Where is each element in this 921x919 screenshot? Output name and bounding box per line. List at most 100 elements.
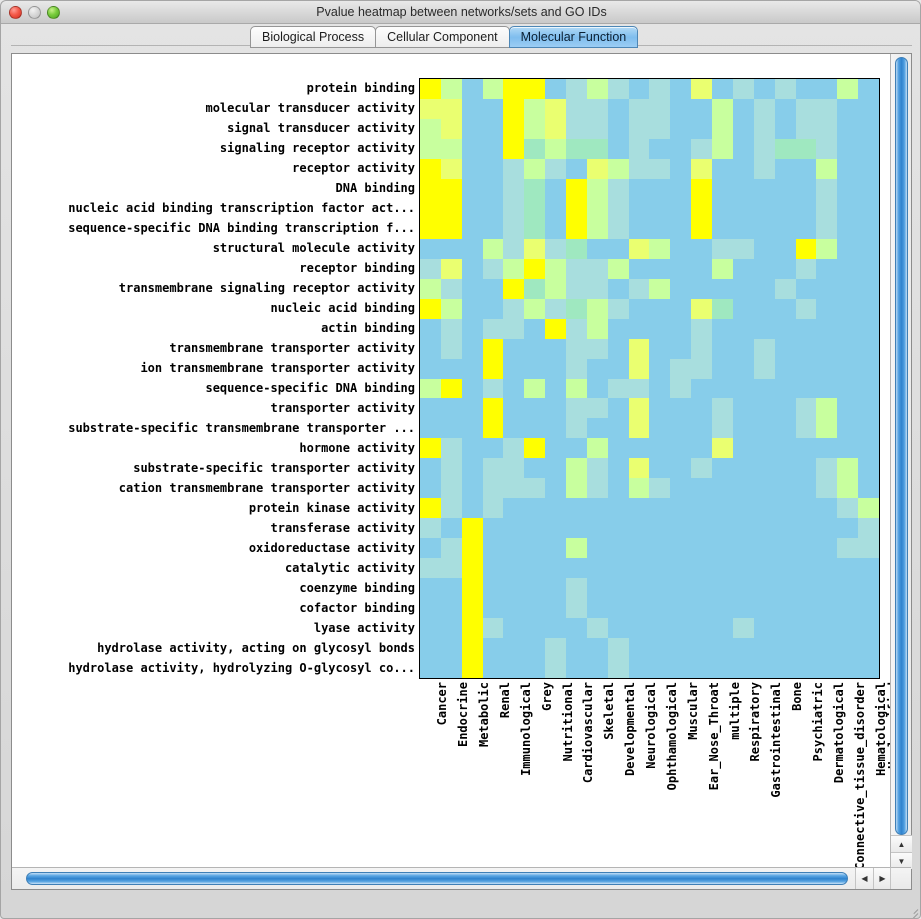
heatmap-cell[interactable]: [649, 138, 671, 159]
heatmap-cell[interactable]: [524, 258, 546, 279]
heatmap-cell[interactable]: [816, 458, 838, 479]
heatmap-cell[interactable]: [732, 338, 754, 359]
heatmap-cell[interactable]: [816, 538, 838, 559]
heatmap-cell[interactable]: [670, 538, 692, 559]
heatmap-cell[interactable]: [566, 438, 587, 459]
heatmap-cell[interactable]: [670, 338, 692, 359]
heatmap-cell[interactable]: [503, 478, 525, 499]
heatmap-cell[interactable]: [607, 598, 629, 619]
heatmap-cell[interactable]: [670, 118, 692, 139]
heatmap-cell[interactable]: [545, 238, 567, 259]
heatmap-cell[interactable]: [524, 178, 546, 199]
heatmap-cell[interactable]: [566, 598, 587, 619]
heatmap-cell[interactable]: [712, 638, 733, 659]
heatmap-cell[interactable]: [524, 298, 546, 319]
heatmap-cell[interactable]: [607, 338, 629, 359]
heatmap-cell[interactable]: [607, 538, 629, 559]
heatmap-cell[interactable]: [503, 198, 525, 219]
heatmap-cell[interactable]: [420, 218, 441, 239]
heatmap-cell[interactable]: [816, 618, 838, 639]
heatmap-cell[interactable]: [649, 578, 671, 599]
heatmap-cell[interactable]: [670, 438, 692, 459]
heatmap-cell[interactable]: [461, 118, 483, 139]
heatmap-cell[interactable]: [628, 138, 650, 159]
heatmap-cell[interactable]: [440, 638, 462, 659]
heatmap-cell[interactable]: [858, 458, 879, 479]
heatmap-cell[interactable]: [566, 178, 587, 199]
heatmap-cell[interactable]: [774, 618, 796, 639]
heatmap-cell[interactable]: [858, 298, 879, 319]
heatmap-cell[interactable]: [566, 118, 587, 139]
heatmap-cell[interactable]: [837, 158, 859, 179]
heatmap-cell[interactable]: [837, 638, 859, 659]
heatmap-cell[interactable]: [420, 278, 441, 299]
heatmap-cell[interactable]: [503, 658, 525, 678]
heatmap-cell[interactable]: [691, 318, 713, 339]
heatmap-cell[interactable]: [503, 298, 525, 319]
heatmap-cell[interactable]: [753, 598, 775, 619]
heatmap-cell[interactable]: [503, 98, 525, 119]
heatmap-cell[interactable]: [795, 238, 817, 259]
heatmap-cell[interactable]: [732, 79, 754, 99]
heatmap-cell[interactable]: [482, 398, 504, 419]
heatmap-cell[interactable]: [691, 658, 713, 678]
heatmap-cell[interactable]: [482, 438, 504, 459]
heatmap-cell[interactable]: [482, 138, 504, 159]
heatmap-cell[interactable]: [795, 478, 817, 499]
heatmap-cell[interactable]: [482, 538, 504, 559]
heatmap-cell[interactable]: [503, 418, 525, 439]
heatmap-cell[interactable]: [795, 438, 817, 459]
heatmap-cell[interactable]: [503, 238, 525, 259]
heatmap-cell[interactable]: [649, 558, 671, 579]
heatmap-cell[interactable]: [691, 518, 713, 539]
heatmap-cell[interactable]: [461, 318, 483, 339]
heatmap-cell[interactable]: [420, 338, 441, 359]
heatmap-cell[interactable]: [440, 578, 462, 599]
heatmap-cell[interactable]: [440, 618, 462, 639]
heatmap-cell[interactable]: [503, 118, 525, 139]
heatmap-cell[interactable]: [837, 278, 859, 299]
heatmap-cell[interactable]: [837, 418, 859, 439]
heatmap-cell[interactable]: [774, 498, 796, 519]
heatmap-cell[interactable]: [712, 498, 733, 519]
heatmap-cell[interactable]: [670, 418, 692, 439]
heatmap-cell[interactable]: [545, 638, 567, 659]
heatmap-cell[interactable]: [461, 79, 483, 99]
heatmap-cell[interactable]: [649, 498, 671, 519]
heatmap-cell[interactable]: [440, 358, 462, 379]
heatmap-cell[interactable]: [816, 79, 838, 99]
heatmap-cell[interactable]: [712, 658, 733, 678]
heatmap-cell[interactable]: [858, 478, 879, 499]
heatmap-cell[interactable]: [753, 238, 775, 259]
heatmap-cell[interactable]: [732, 178, 754, 199]
heatmap-cell[interactable]: [461, 578, 483, 599]
heatmap-cell[interactable]: [628, 618, 650, 639]
heatmap-cell[interactable]: [503, 258, 525, 279]
heatmap-cell[interactable]: [440, 98, 462, 119]
heatmap-cell[interactable]: [732, 98, 754, 119]
heatmap-cell[interactable]: [712, 198, 733, 219]
heatmap-cell[interactable]: [774, 298, 796, 319]
heatmap-cell[interactable]: [482, 298, 504, 319]
heatmap-cell[interactable]: [420, 598, 441, 619]
heatmap-cell[interactable]: [712, 458, 733, 479]
heatmap-cell[interactable]: [461, 358, 483, 379]
heatmap-cell[interactable]: [732, 318, 754, 339]
heatmap-cell[interactable]: [524, 338, 546, 359]
heatmap-cell[interactable]: [712, 98, 733, 119]
heatmap-cell[interactable]: [607, 458, 629, 479]
heatmap-cell[interactable]: [816, 438, 838, 459]
heatmap-cell[interactable]: [712, 298, 733, 319]
heatmap-cell[interactable]: [732, 578, 754, 599]
heatmap-cell[interactable]: [545, 158, 567, 179]
heatmap-cell[interactable]: [420, 138, 441, 159]
scroll-up-icon[interactable]: ▲: [891, 835, 912, 852]
heatmap-cell[interactable]: [586, 338, 608, 359]
heatmap-cell[interactable]: [649, 398, 671, 419]
heatmap-cell[interactable]: [628, 658, 650, 678]
heatmap-cell[interactable]: [482, 79, 504, 99]
heatmap-cell[interactable]: [670, 398, 692, 419]
heatmap-cell[interactable]: [503, 318, 525, 339]
heatmap-cell[interactable]: [420, 98, 441, 119]
heatmap-cell[interactable]: [628, 298, 650, 319]
